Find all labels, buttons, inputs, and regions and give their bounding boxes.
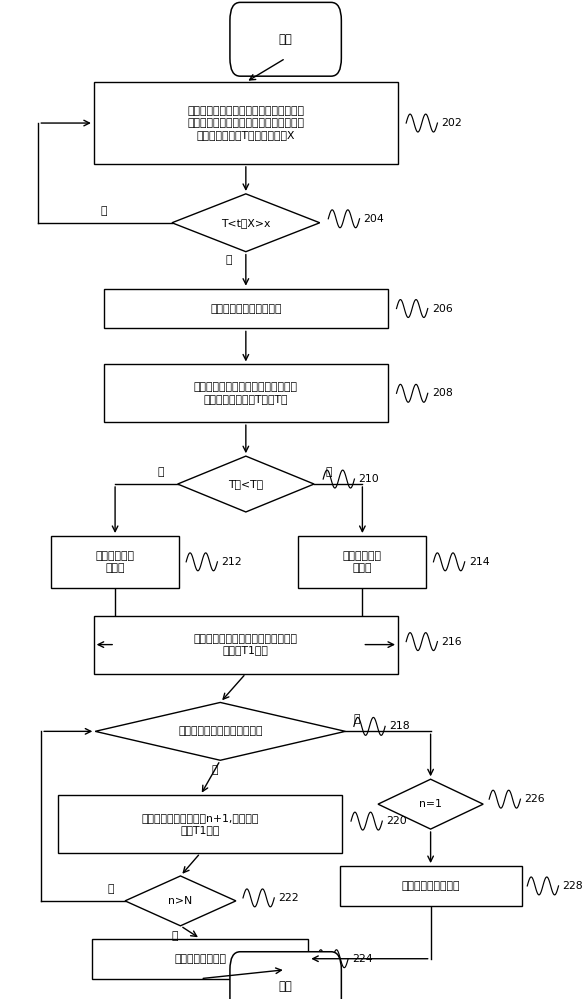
Text: 是: 是 [172, 931, 178, 941]
Bar [94, 82, 398, 164]
Polygon shape [125, 876, 236, 926]
Text: 228: 228 [563, 881, 583, 891]
Text: 202: 202 [441, 118, 462, 128]
Bar [94, 616, 398, 674]
Polygon shape [95, 702, 345, 760]
Bar [58, 795, 342, 853]
Text: 控制空调器开关机: 控制空调器开关机 [175, 954, 226, 964]
Text: 否: 否 [353, 714, 360, 724]
Text: 206: 206 [432, 304, 452, 314]
Text: 222: 222 [278, 893, 299, 903]
Text: 否: 否 [325, 467, 332, 477]
Text: 是: 是 [226, 255, 232, 265]
Text: 220: 220 [386, 816, 407, 826]
Polygon shape [172, 194, 320, 252]
Text: 226: 226 [524, 794, 545, 804]
Text: 214: 214 [469, 557, 489, 567]
Polygon shape [178, 456, 314, 512]
Text: 从右往左的手
势动作: 从右往左的手 势动作 [343, 551, 382, 573]
Bar [298, 536, 427, 588]
Text: 控制空调器调整温度: 控制空调器调整温度 [401, 881, 460, 891]
FancyBboxPatch shape [230, 2, 342, 76]
Text: 否: 否 [100, 206, 107, 216]
Text: 204: 204 [363, 214, 384, 224]
Text: 结束: 结束 [279, 980, 292, 993]
Text: 开始: 开始 [279, 33, 292, 46]
Bar [51, 536, 179, 588]
FancyBboxPatch shape [230, 952, 342, 1000]
Text: T左<T右: T左<T右 [229, 479, 263, 489]
Text: 否: 否 [108, 884, 114, 894]
Text: 从左往右的手
势动作: 从左往右的手 势动作 [96, 551, 135, 573]
Text: 224: 224 [352, 954, 373, 964]
Text: 在确定当前手势为有效手势后，启动
倒计时T1时间: 在确定当前手势为有效手势后，启动 倒计时T1时间 [194, 634, 298, 655]
Text: 有效手势动作累计次数n+1,且重新倒
计时T1时间: 有效手势动作累计次数n+1,且重新倒 计时T1时间 [142, 813, 259, 835]
Bar [104, 364, 388, 422]
Text: T<t且X>x: T<t且X>x [221, 218, 271, 228]
Bar [93, 939, 308, 979]
Text: 212: 212 [222, 557, 242, 567]
Polygon shape [378, 779, 483, 829]
Text: 208: 208 [432, 388, 452, 398]
Text: 判定当前手势为有效手势: 判定当前手势为有效手势 [210, 304, 282, 314]
Bar [340, 866, 522, 906]
Text: 采集预定时间内任一信号接收端的信号强
度値生成信号强度曲线；提取信号强度曲
线的时间特征値T和强度特征値X: 采集预定时间内任一信号接收端的信号强 度値生成信号强度曲线；提取信号强度曲 线的… [188, 106, 304, 140]
Text: n>N: n>N [168, 896, 193, 906]
Text: 216: 216 [441, 637, 462, 647]
Text: 判断是否再次检测到有效手势: 判断是否再次检测到有效手势 [178, 726, 263, 736]
Text: n=1: n=1 [419, 799, 442, 809]
Bar [104, 289, 388, 328]
Text: 获取左右两条信号强度曲线达到最大
强度値所需的时间T左和T右: 获取左右两条信号强度曲线达到最大 强度値所需的时间T左和T右 [194, 382, 298, 404]
Text: 是: 是 [157, 467, 164, 477]
Text: 218: 218 [389, 721, 410, 731]
Text: 210: 210 [359, 474, 379, 484]
Text: 是: 是 [212, 765, 218, 775]
